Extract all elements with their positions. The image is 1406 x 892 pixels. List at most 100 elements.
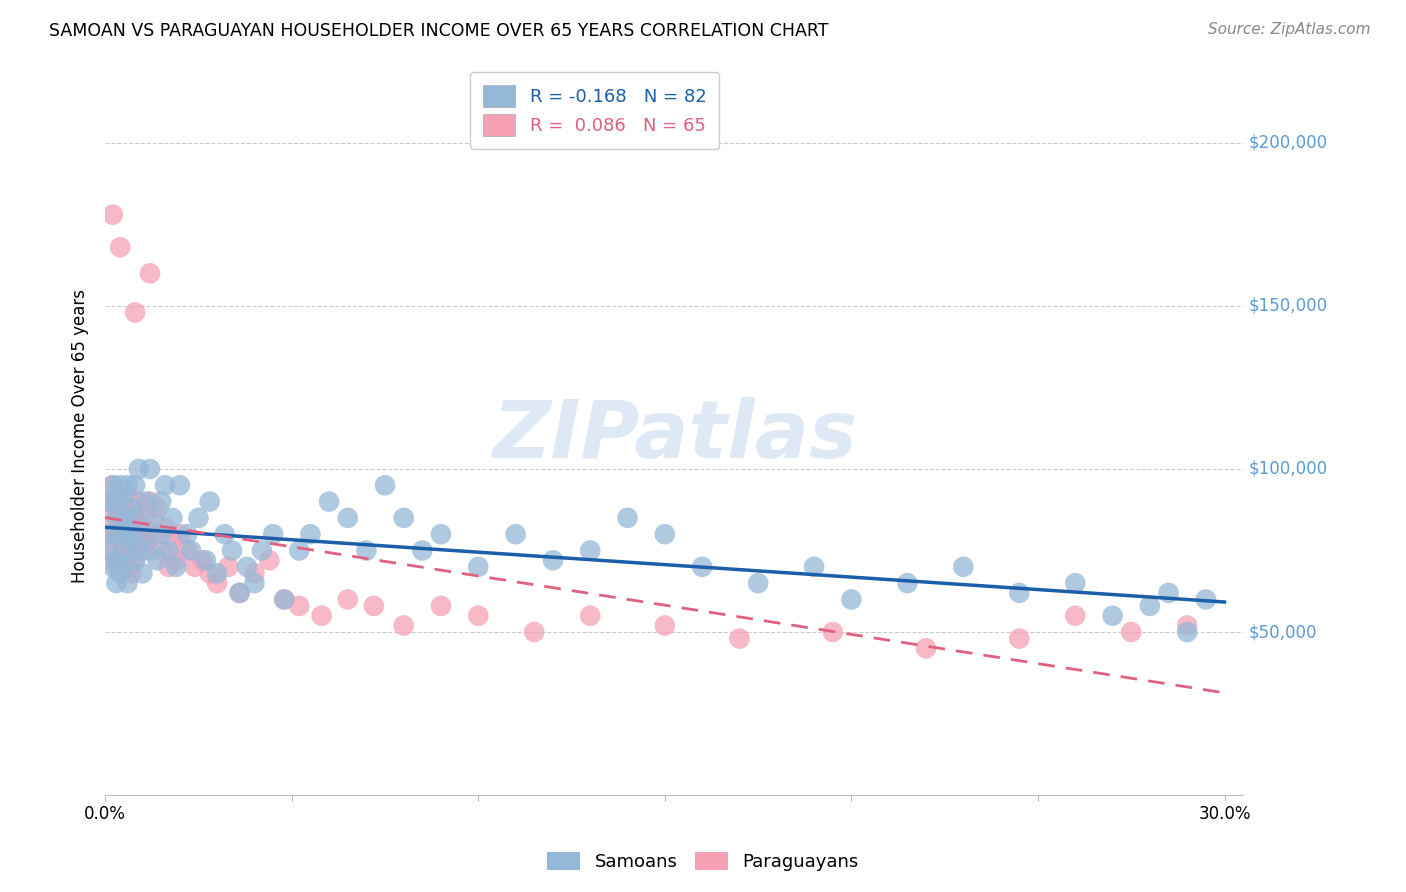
Point bbox=[288, 599, 311, 613]
Point bbox=[336, 592, 359, 607]
Point bbox=[120, 533, 142, 548]
Point bbox=[117, 478, 139, 492]
Point bbox=[101, 559, 124, 574]
Point bbox=[311, 608, 333, 623]
Text: $200,000: $200,000 bbox=[1249, 134, 1329, 152]
Point bbox=[430, 599, 453, 613]
Point bbox=[821, 625, 844, 640]
Point bbox=[803, 559, 825, 574]
Point bbox=[157, 543, 180, 558]
Point bbox=[915, 641, 938, 656]
Point bbox=[505, 527, 527, 541]
Point bbox=[97, 494, 120, 508]
Point bbox=[176, 543, 198, 558]
Point bbox=[108, 511, 131, 525]
Point bbox=[128, 527, 150, 541]
Point bbox=[273, 592, 295, 607]
Point bbox=[124, 533, 146, 548]
Point bbox=[112, 527, 135, 541]
Point bbox=[1101, 608, 1123, 623]
Point bbox=[117, 576, 139, 591]
Point bbox=[579, 543, 602, 558]
Point bbox=[153, 521, 176, 535]
Point bbox=[467, 559, 489, 574]
Point bbox=[108, 553, 131, 567]
Point bbox=[243, 566, 266, 581]
Point bbox=[117, 527, 139, 541]
Point bbox=[150, 494, 173, 508]
Point bbox=[124, 305, 146, 319]
Point bbox=[411, 543, 433, 558]
Point bbox=[169, 478, 191, 492]
Point bbox=[273, 592, 295, 607]
Point bbox=[139, 462, 162, 476]
Point bbox=[128, 494, 150, 508]
Legend: R = -0.168   N = 82, R =  0.086   N = 65: R = -0.168 N = 82, R = 0.086 N = 65 bbox=[470, 72, 718, 149]
Point bbox=[1008, 586, 1031, 600]
Point bbox=[101, 478, 124, 492]
Point bbox=[654, 618, 676, 632]
Text: SAMOAN VS PARAGUAYAN HOUSEHOLDER INCOME OVER 65 YEARS CORRELATION CHART: SAMOAN VS PARAGUAYAN HOUSEHOLDER INCOME … bbox=[49, 22, 828, 40]
Point bbox=[259, 553, 281, 567]
Point bbox=[236, 559, 259, 574]
Point bbox=[374, 478, 396, 492]
Point bbox=[214, 527, 236, 541]
Point bbox=[288, 543, 311, 558]
Point bbox=[728, 632, 751, 646]
Point bbox=[392, 511, 415, 525]
Point bbox=[135, 494, 157, 508]
Point bbox=[108, 533, 131, 548]
Point bbox=[162, 511, 184, 525]
Point bbox=[299, 527, 322, 541]
Point bbox=[162, 533, 184, 548]
Y-axis label: Householder Income Over 65 years: Householder Income Over 65 years bbox=[72, 289, 89, 583]
Point bbox=[363, 599, 385, 613]
Point bbox=[120, 527, 142, 541]
Point bbox=[139, 266, 162, 280]
Point bbox=[262, 527, 284, 541]
Point bbox=[120, 501, 142, 516]
Point bbox=[131, 566, 153, 581]
Point bbox=[194, 553, 217, 567]
Point bbox=[318, 494, 340, 508]
Point bbox=[1195, 592, 1218, 607]
Text: $50,000: $50,000 bbox=[1249, 623, 1317, 641]
Point bbox=[108, 478, 131, 492]
Point bbox=[150, 543, 173, 558]
Point bbox=[1121, 625, 1143, 640]
Point bbox=[191, 553, 214, 567]
Point bbox=[112, 543, 135, 558]
Point bbox=[139, 543, 162, 558]
Point bbox=[1064, 608, 1087, 623]
Point bbox=[101, 478, 124, 492]
Point bbox=[146, 501, 169, 516]
Text: ZIPatlas: ZIPatlas bbox=[492, 397, 856, 475]
Point bbox=[128, 462, 150, 476]
Point bbox=[97, 543, 120, 558]
Point bbox=[541, 553, 564, 567]
Point bbox=[135, 511, 157, 525]
Point bbox=[112, 543, 135, 558]
Point bbox=[523, 625, 546, 640]
Point bbox=[205, 566, 228, 581]
Point bbox=[105, 511, 128, 525]
Point bbox=[112, 494, 135, 508]
Point bbox=[356, 543, 378, 558]
Point bbox=[150, 527, 173, 541]
Point bbox=[616, 511, 638, 525]
Point bbox=[108, 494, 131, 508]
Point bbox=[108, 527, 131, 541]
Point bbox=[153, 478, 176, 492]
Point bbox=[112, 559, 135, 574]
Point bbox=[1157, 586, 1180, 600]
Point bbox=[157, 559, 180, 574]
Point bbox=[336, 511, 359, 525]
Point bbox=[250, 543, 273, 558]
Point bbox=[112, 511, 135, 525]
Point bbox=[654, 527, 676, 541]
Point bbox=[165, 553, 187, 567]
Point bbox=[228, 586, 250, 600]
Point bbox=[228, 586, 250, 600]
Point bbox=[430, 527, 453, 541]
Point bbox=[467, 608, 489, 623]
